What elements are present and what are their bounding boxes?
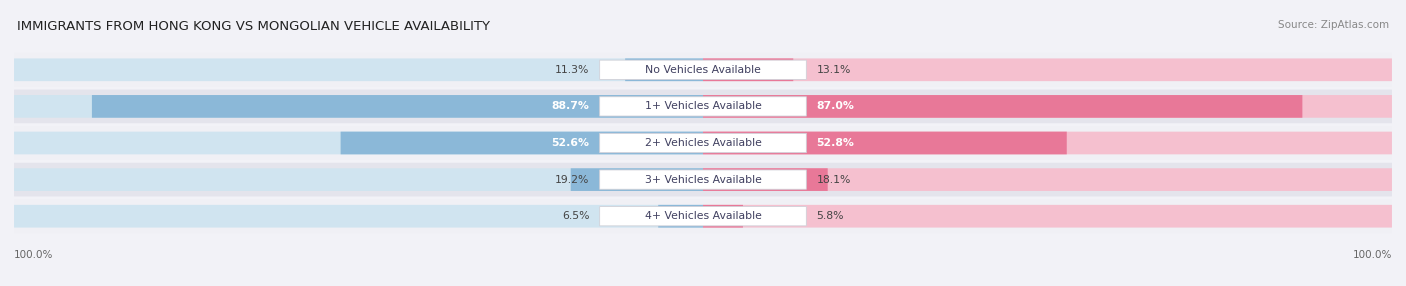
- FancyBboxPatch shape: [703, 58, 793, 81]
- FancyBboxPatch shape: [14, 199, 1392, 233]
- FancyBboxPatch shape: [14, 95, 703, 118]
- FancyBboxPatch shape: [703, 58, 1392, 81]
- FancyBboxPatch shape: [703, 205, 1392, 228]
- Text: IMMIGRANTS FROM HONG KONG VS MONGOLIAN VEHICLE AVAILABILITY: IMMIGRANTS FROM HONG KONG VS MONGOLIAN V…: [17, 20, 489, 33]
- Text: Source: ZipAtlas.com: Source: ZipAtlas.com: [1278, 20, 1389, 30]
- Text: 19.2%: 19.2%: [555, 175, 589, 184]
- FancyBboxPatch shape: [626, 58, 703, 81]
- FancyBboxPatch shape: [14, 53, 1392, 87]
- FancyBboxPatch shape: [14, 132, 703, 154]
- FancyBboxPatch shape: [599, 133, 807, 153]
- FancyBboxPatch shape: [703, 132, 1067, 154]
- Text: 52.8%: 52.8%: [817, 138, 855, 148]
- Text: 13.1%: 13.1%: [817, 65, 851, 75]
- FancyBboxPatch shape: [14, 205, 703, 228]
- Text: 6.5%: 6.5%: [562, 211, 589, 221]
- Text: 52.6%: 52.6%: [551, 138, 589, 148]
- Text: 100.0%: 100.0%: [1353, 250, 1392, 260]
- Text: 87.0%: 87.0%: [817, 102, 855, 111]
- Text: 5.8%: 5.8%: [817, 211, 844, 221]
- Text: 2+ Vehicles Available: 2+ Vehicles Available: [644, 138, 762, 148]
- FancyBboxPatch shape: [14, 90, 1392, 123]
- FancyBboxPatch shape: [599, 60, 807, 80]
- Text: 88.7%: 88.7%: [551, 102, 589, 111]
- FancyBboxPatch shape: [14, 168, 703, 191]
- FancyBboxPatch shape: [599, 170, 807, 189]
- Text: 3+ Vehicles Available: 3+ Vehicles Available: [644, 175, 762, 184]
- FancyBboxPatch shape: [599, 97, 807, 116]
- FancyBboxPatch shape: [14, 163, 1392, 196]
- FancyBboxPatch shape: [703, 168, 828, 191]
- FancyBboxPatch shape: [703, 205, 742, 228]
- FancyBboxPatch shape: [703, 95, 1302, 118]
- FancyBboxPatch shape: [14, 126, 1392, 160]
- FancyBboxPatch shape: [703, 168, 1392, 191]
- FancyBboxPatch shape: [658, 205, 703, 228]
- FancyBboxPatch shape: [14, 58, 703, 81]
- Text: 11.3%: 11.3%: [555, 65, 589, 75]
- FancyBboxPatch shape: [340, 132, 703, 154]
- Text: 4+ Vehicles Available: 4+ Vehicles Available: [644, 211, 762, 221]
- FancyBboxPatch shape: [91, 95, 703, 118]
- Text: 18.1%: 18.1%: [817, 175, 851, 184]
- Text: No Vehicles Available: No Vehicles Available: [645, 65, 761, 75]
- Text: 1+ Vehicles Available: 1+ Vehicles Available: [644, 102, 762, 111]
- FancyBboxPatch shape: [703, 95, 1392, 118]
- FancyBboxPatch shape: [703, 132, 1392, 154]
- Text: 100.0%: 100.0%: [14, 250, 53, 260]
- FancyBboxPatch shape: [599, 206, 807, 226]
- FancyBboxPatch shape: [571, 168, 703, 191]
